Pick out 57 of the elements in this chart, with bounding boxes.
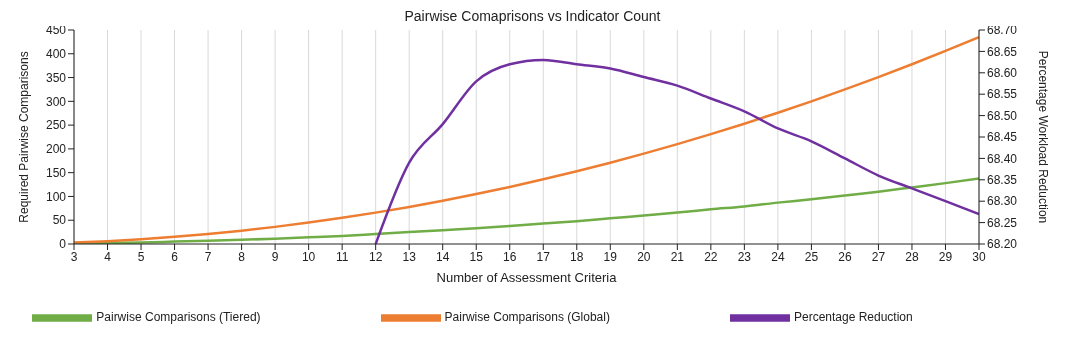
y-tick-label: 350 bbox=[45, 70, 67, 85]
y2-axis-title: Percentage Workload Reduction bbox=[1036, 50, 1050, 224]
x-tick-label: 5 bbox=[137, 249, 145, 264]
y-tick-label: 300 bbox=[45, 94, 67, 109]
y-tick-label: 50 bbox=[52, 213, 67, 228]
x-tick-label: 6 bbox=[171, 249, 179, 264]
y-axis-title: Required Pairwise Comparisons bbox=[17, 51, 31, 223]
x-tick-label: 25 bbox=[804, 249, 819, 264]
x-tick-label: 15 bbox=[469, 249, 484, 264]
x-tick-label: 8 bbox=[238, 249, 246, 264]
x-tick-label: 18 bbox=[570, 249, 584, 264]
x-tick-label: 9 bbox=[271, 249, 279, 264]
y2-tick-label: 68.55 bbox=[987, 87, 1018, 102]
chart-title: Pairwise Comaprisons vs Indicator Count bbox=[404, 8, 661, 24]
x-axis-title: Number of Assessment Criteria bbox=[436, 270, 618, 285]
x-tick-label: 24 bbox=[771, 249, 785, 264]
x-tick-label: 19 bbox=[603, 249, 618, 264]
x-tick-label: 21 bbox=[670, 249, 685, 264]
x-tick-label: 14 bbox=[436, 249, 450, 264]
x-tick-label: 22 bbox=[704, 249, 718, 264]
x-tick-label: 11 bbox=[335, 249, 349, 264]
x-tick-label: 7 bbox=[204, 249, 212, 264]
x-tick-label: 26 bbox=[838, 249, 852, 264]
x-tick-label: 3 bbox=[70, 249, 78, 264]
y-tick-label: 450 bbox=[45, 23, 67, 38]
legend-label: Pairwise Comparisons (Global) bbox=[444, 310, 610, 325]
y2-tick-label: 68.45 bbox=[987, 130, 1018, 145]
x-tick-label: 23 bbox=[737, 249, 752, 264]
y-tick-label: 250 bbox=[45, 118, 67, 133]
x-tick-label: 10 bbox=[301, 249, 316, 264]
x-tick-label: 13 bbox=[402, 249, 417, 264]
x-tick-label: 27 bbox=[871, 249, 886, 264]
y2-tick-label: 68.60 bbox=[987, 66, 1018, 81]
x-tick-label: 20 bbox=[637, 249, 651, 264]
x-tick-label: 12 bbox=[368, 249, 383, 264]
y2-tick-label: 68.20 bbox=[987, 237, 1018, 252]
x-tick-label: 28 bbox=[905, 249, 919, 264]
y2-tick-label: 68.30 bbox=[987, 194, 1018, 209]
x-tick-label: 4 bbox=[104, 249, 112, 264]
y2-tick-label: 68.70 bbox=[987, 23, 1018, 38]
y2-tick-label: 68.40 bbox=[987, 151, 1018, 166]
y2-tick-label: 68.65 bbox=[987, 44, 1018, 59]
legend-label: Percentage Reduction bbox=[793, 310, 913, 325]
x-tick-label: 29 bbox=[938, 249, 953, 264]
y2-tick-label: 68.35 bbox=[987, 173, 1018, 188]
x-tick-label: 16 bbox=[503, 249, 517, 264]
y-tick-label: 200 bbox=[45, 142, 67, 157]
x-tick-label: 30 bbox=[972, 249, 986, 264]
legend-label: Pairwise Comparisons (Tiered) bbox=[96, 310, 261, 325]
y2-tick-label: 68.25 bbox=[987, 215, 1018, 230]
y2-tick-label: 68.50 bbox=[987, 108, 1018, 123]
y-tick-label: 150 bbox=[45, 165, 67, 180]
line-series bbox=[374, 58, 979, 244]
y-tick-label: 400 bbox=[45, 47, 67, 62]
x-tick-label: 17 bbox=[536, 249, 551, 264]
y-tick-label: 100 bbox=[45, 189, 67, 204]
y-tick-label: 0 bbox=[59, 237, 67, 252]
